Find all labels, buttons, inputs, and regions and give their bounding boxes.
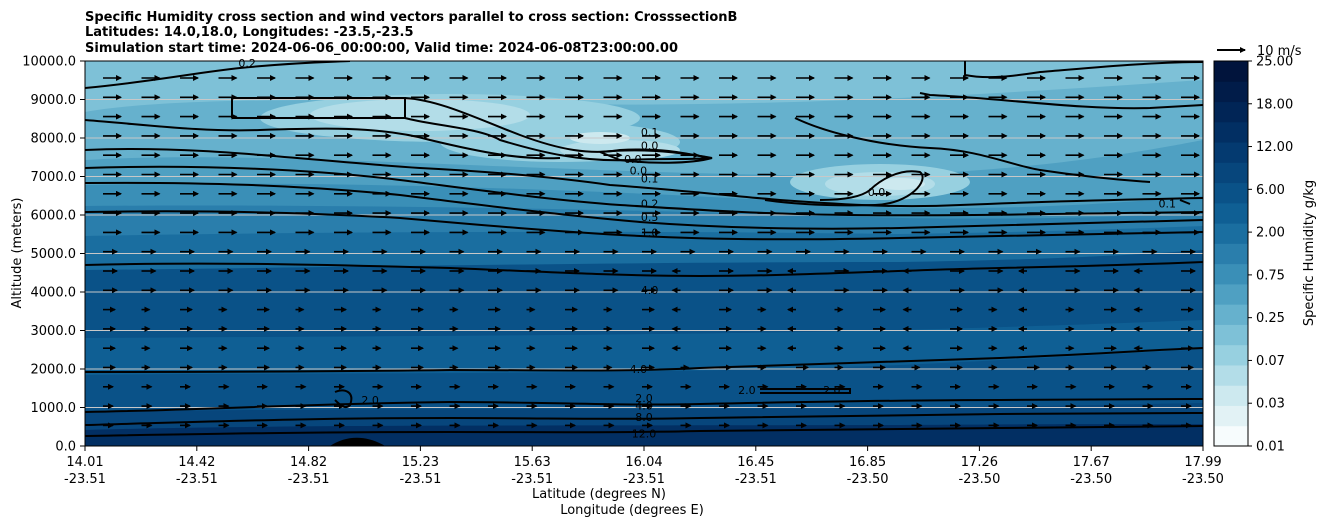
contour-label: 2.0 xyxy=(635,392,653,405)
x-axis-label-latitude: Latitude (degrees N) xyxy=(532,487,666,502)
y-tick-label: 9000.0 xyxy=(31,93,77,108)
wind-key-label: 10 m/s xyxy=(1257,44,1302,59)
contour-label: 8.0 xyxy=(635,411,653,424)
x-tick-label-longitude: -23.50 xyxy=(847,472,889,487)
contour-label: 0.5 xyxy=(641,211,659,224)
colorbar: 0.01 0.03 0.07 0.25 0.75 2.00 6.00 12.00 18.00 25… xyxy=(1213,55,1293,455)
contour-label: 0.0 xyxy=(624,153,642,166)
y-tick-label: 1000.0 xyxy=(31,401,77,416)
y-axis: 0.0 1000.0 2000.0 3000.0 4000.0 5000.0 6000.0 7… xyxy=(22,55,85,455)
y-tick-label: 0.0 xyxy=(55,440,76,455)
colorbar-swatch xyxy=(1214,243,1248,265)
x-tick-label-latitude: 15.23 xyxy=(402,455,439,470)
x-tick-label-longitude: -23.50 xyxy=(958,472,1000,487)
wind-key: 10 m/s xyxy=(1217,44,1302,59)
colorbar-tick-label: 0.03 xyxy=(1256,397,1285,412)
colorbar-swatch xyxy=(1214,142,1248,163)
contour-label: 0.0 xyxy=(641,140,659,153)
colorbar-swatch xyxy=(1214,81,1248,103)
colorbar-swatch xyxy=(1214,202,1248,224)
x-tick-label-latitude: 17.67 xyxy=(1073,455,1110,470)
contour-label: 0.2 xyxy=(238,57,256,70)
colorbar-swatch xyxy=(1214,385,1248,406)
contour-label: 4.0 xyxy=(641,284,659,297)
contour-label: 0.1 xyxy=(641,126,659,139)
contour-label: 0.1 xyxy=(641,172,659,185)
colorbar-frame xyxy=(1213,60,1249,447)
colorbar-tick-label: 0.75 xyxy=(1256,268,1285,283)
contour-lines xyxy=(85,61,1203,437)
contour-label: 4.0 xyxy=(635,400,653,413)
colorbar-tick-label: 0.25 xyxy=(1256,311,1285,326)
colorbar-swatch xyxy=(1214,344,1248,366)
colorbar-swatch xyxy=(1214,162,1248,184)
colorbar-tick-label: 0.07 xyxy=(1256,354,1285,369)
x-tick-label-latitude: 17.99 xyxy=(1184,455,1221,470)
x-tick-label-longitude: -23.51 xyxy=(735,472,777,487)
colorbar-swatch xyxy=(1214,223,1248,244)
contour-label: 0.2 xyxy=(641,197,659,210)
x-tick-label-latitude: 16.45 xyxy=(737,455,774,470)
x-tick-label-longitude: -23.51 xyxy=(176,472,218,487)
x-tick-label-latitude: 14.42 xyxy=(178,455,215,470)
x-tick-label-longitude: -23.51 xyxy=(511,472,553,487)
colorbar-swatch xyxy=(1214,101,1248,123)
x-tick-label-longitude: -23.50 xyxy=(1070,472,1112,487)
contour-label: 12.0 xyxy=(632,427,657,440)
colorbar-swatch xyxy=(1214,61,1248,82)
colorbar-swatch xyxy=(1214,405,1248,427)
chart-title-line-1: Specific Humidity cross section and wind… xyxy=(85,10,737,25)
x-tick-label-longitude: -23.51 xyxy=(288,472,330,487)
x-tick-label-latitude: 15.63 xyxy=(514,455,551,470)
x-tick-label-latitude: 16.04 xyxy=(625,455,662,470)
contour-label: 2.0 xyxy=(738,384,756,397)
colorbar-swatch xyxy=(1214,425,1248,447)
colorbar-label: Specific Humidity g/kg xyxy=(1302,180,1317,326)
colorbar-swatch xyxy=(1214,182,1248,204)
x-axis: 14.01 -23.51 14.42 -23.51 14.82 -23.51 15.23 -2… xyxy=(64,446,1224,487)
colorbar-swatch xyxy=(1214,121,1248,143)
x-tick-label-longitude: -23.51 xyxy=(399,472,441,487)
y-tick-label: 7000.0 xyxy=(31,170,77,185)
colorbar-tick-label: 12.00 xyxy=(1256,140,1293,155)
contour-label: 2.0 xyxy=(823,384,841,397)
y-tick-label: 3000.0 xyxy=(31,324,77,339)
x-tick-label-longitude: -23.51 xyxy=(64,472,106,487)
y-tick-label: 8000.0 xyxy=(31,132,77,147)
colorbar-tick-label: 18.00 xyxy=(1256,97,1293,112)
colorbar-swatch xyxy=(1214,324,1248,346)
colorbar-swatch xyxy=(1214,283,1248,305)
x-axis-label-longitude: Longitude (degrees E) xyxy=(560,503,704,518)
y-tick-label: 6000.0 xyxy=(31,209,77,224)
x-tick-label-latitude: 14.01 xyxy=(66,455,103,470)
contour-labels: 0.20.10.00.00.00.10.20.51.04.04.02.0 2.04… xyxy=(238,57,1176,440)
x-tick-label-longitude: -23.50 xyxy=(1182,472,1224,487)
contour-label: 2.0 xyxy=(361,394,379,407)
y-tick-label: 10000.0 xyxy=(22,55,76,70)
y-tick-label: 4000.0 xyxy=(31,286,77,301)
contour-label: 0.1 xyxy=(1158,197,1176,210)
colorbar-tick-label: 2.00 xyxy=(1256,226,1285,241)
colorbar-swatch xyxy=(1214,364,1248,386)
chart-title-line-2: Latitudes: 14.0,18.0, Longitudes: -23.5,… xyxy=(85,25,414,40)
colorbar-swatch xyxy=(1214,304,1248,325)
chart-title-line-3: Simulation start time: 2024-06-06_00:00:… xyxy=(85,41,678,56)
contour-label: 4.0 xyxy=(630,363,648,376)
x-tick-label-latitude: 14.82 xyxy=(290,455,327,470)
y-axis-label: Altitude (meters) xyxy=(10,198,25,309)
x-tick-label-longitude: -23.51 xyxy=(623,472,665,487)
contour-label: 0.0 xyxy=(868,186,886,199)
contour-label: 0.0 xyxy=(630,165,648,178)
colorbar-tick-label: 6.00 xyxy=(1256,183,1285,198)
x-tick-label-latitude: 17.26 xyxy=(961,455,998,470)
colorbar-tick-label: 0.01 xyxy=(1256,440,1285,455)
y-tick-label: 5000.0 xyxy=(31,247,77,262)
contour-label: 1.0 xyxy=(641,226,659,239)
colorbar-swatch xyxy=(1214,263,1248,285)
wind-vectors xyxy=(103,75,1200,429)
y-tick-label: 2000.0 xyxy=(31,363,77,378)
x-tick-label-latitude: 16.85 xyxy=(849,455,886,470)
colorbar-tick-label: 25.00 xyxy=(1256,55,1293,70)
